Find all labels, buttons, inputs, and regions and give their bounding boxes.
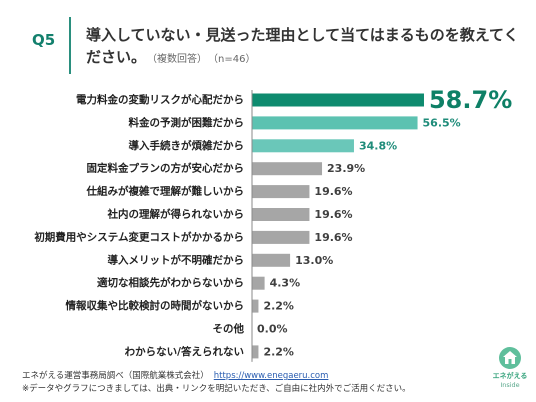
brand-logo: エネがえる Inside — [488, 346, 532, 389]
title-line-2-row: ださい。 （複数回答） （n=46） — [86, 46, 519, 71]
answer-type-note: （複数回答） — [152, 54, 208, 65]
value-label: 19.6% — [314, 208, 352, 221]
bar — [252, 253, 291, 267]
category-label: 料金の予測が困難だから — [129, 116, 245, 129]
category-label: 社内の理解が得られないから — [107, 208, 245, 221]
value-label: 0.0% — [257, 323, 288, 336]
logo-tagline: Inside — [500, 381, 520, 389]
header-divider — [69, 17, 71, 74]
sample-size-note: （n=46） — [213, 54, 256, 65]
bar — [252, 208, 310, 221]
bar — [252, 276, 265, 290]
logo-name: エネがえる — [492, 372, 528, 380]
value-label: 56.5% — [423, 116, 461, 129]
footer-source-row: エネがえる運営事務局調べ（国際航業株式会社） https://www.enegae… — [22, 370, 411, 383]
bar-chart: 電力料金の変動リスクが心配だから 58.7% 料金の予測が困難だから 56.5% 導入手… — [34, 86, 512, 362]
value-label: 58.7% — [429, 86, 512, 114]
footer: エネがえる運営事務局調べ（国際航業株式会社） https://www.enegae… — [22, 370, 411, 396]
page-title: 導入していない・見送った理由として当てはまるものを教えてく ださい。 （複数回答）… — [86, 24, 519, 71]
value-label: 23.9% — [327, 162, 365, 175]
bar — [252, 162, 323, 176]
category-label: 情報収集や比較検討の時間がないから — [66, 299, 245, 312]
category-label: わからない/答えられない — [125, 345, 244, 358]
usage-note: ※データやグラフにつきましては、出典・リンクを明記いただき、ご自由に社内外でご活… — [22, 384, 411, 394]
title-line-2: ださい。 — [86, 48, 147, 66]
category-label: 電力料金の変動リスクが心配だから — [76, 93, 244, 106]
source-link[interactable]: https://www.enegaeru.com — [213, 371, 329, 381]
bar — [252, 93, 424, 107]
value-label: 34.8% — [359, 139, 397, 152]
category-label: 仕組みが複雑で理解が難しいから — [86, 185, 245, 198]
category-label: 導入メリットが不明確だから — [108, 253, 245, 266]
bar — [252, 139, 354, 153]
title-line-1: 導入していない・見送った理由として当てはまるものを教えてく — [86, 26, 519, 44]
value-label: 13.0% — [295, 254, 333, 267]
bar — [252, 230, 310, 244]
value-label: 4.3% — [270, 277, 301, 290]
category-label: 固定料金プランの方が安心だから — [87, 162, 245, 175]
category-label: 導入手続きが煩雑だから — [129, 139, 245, 152]
value-label: 19.6% — [314, 185, 352, 198]
bar — [252, 185, 310, 199]
bar — [252, 299, 259, 313]
category-label: その他 — [213, 322, 245, 335]
value-label: 2.2% — [263, 345, 294, 358]
value-label: 2.2% — [263, 300, 294, 313]
category-label: 初期費用やシステム変更コストがかかるから — [34, 230, 244, 243]
category-label: 適切な相談先がわからないから — [97, 276, 244, 289]
question-number: Q5 — [32, 31, 56, 49]
leaf-house-icon — [499, 347, 521, 369]
bar — [252, 345, 259, 359]
value-label: 19.6% — [314, 231, 352, 244]
source-credit: エネがえる運営事務局調べ（国際航業株式会社） — [22, 371, 209, 381]
bar — [252, 116, 418, 130]
